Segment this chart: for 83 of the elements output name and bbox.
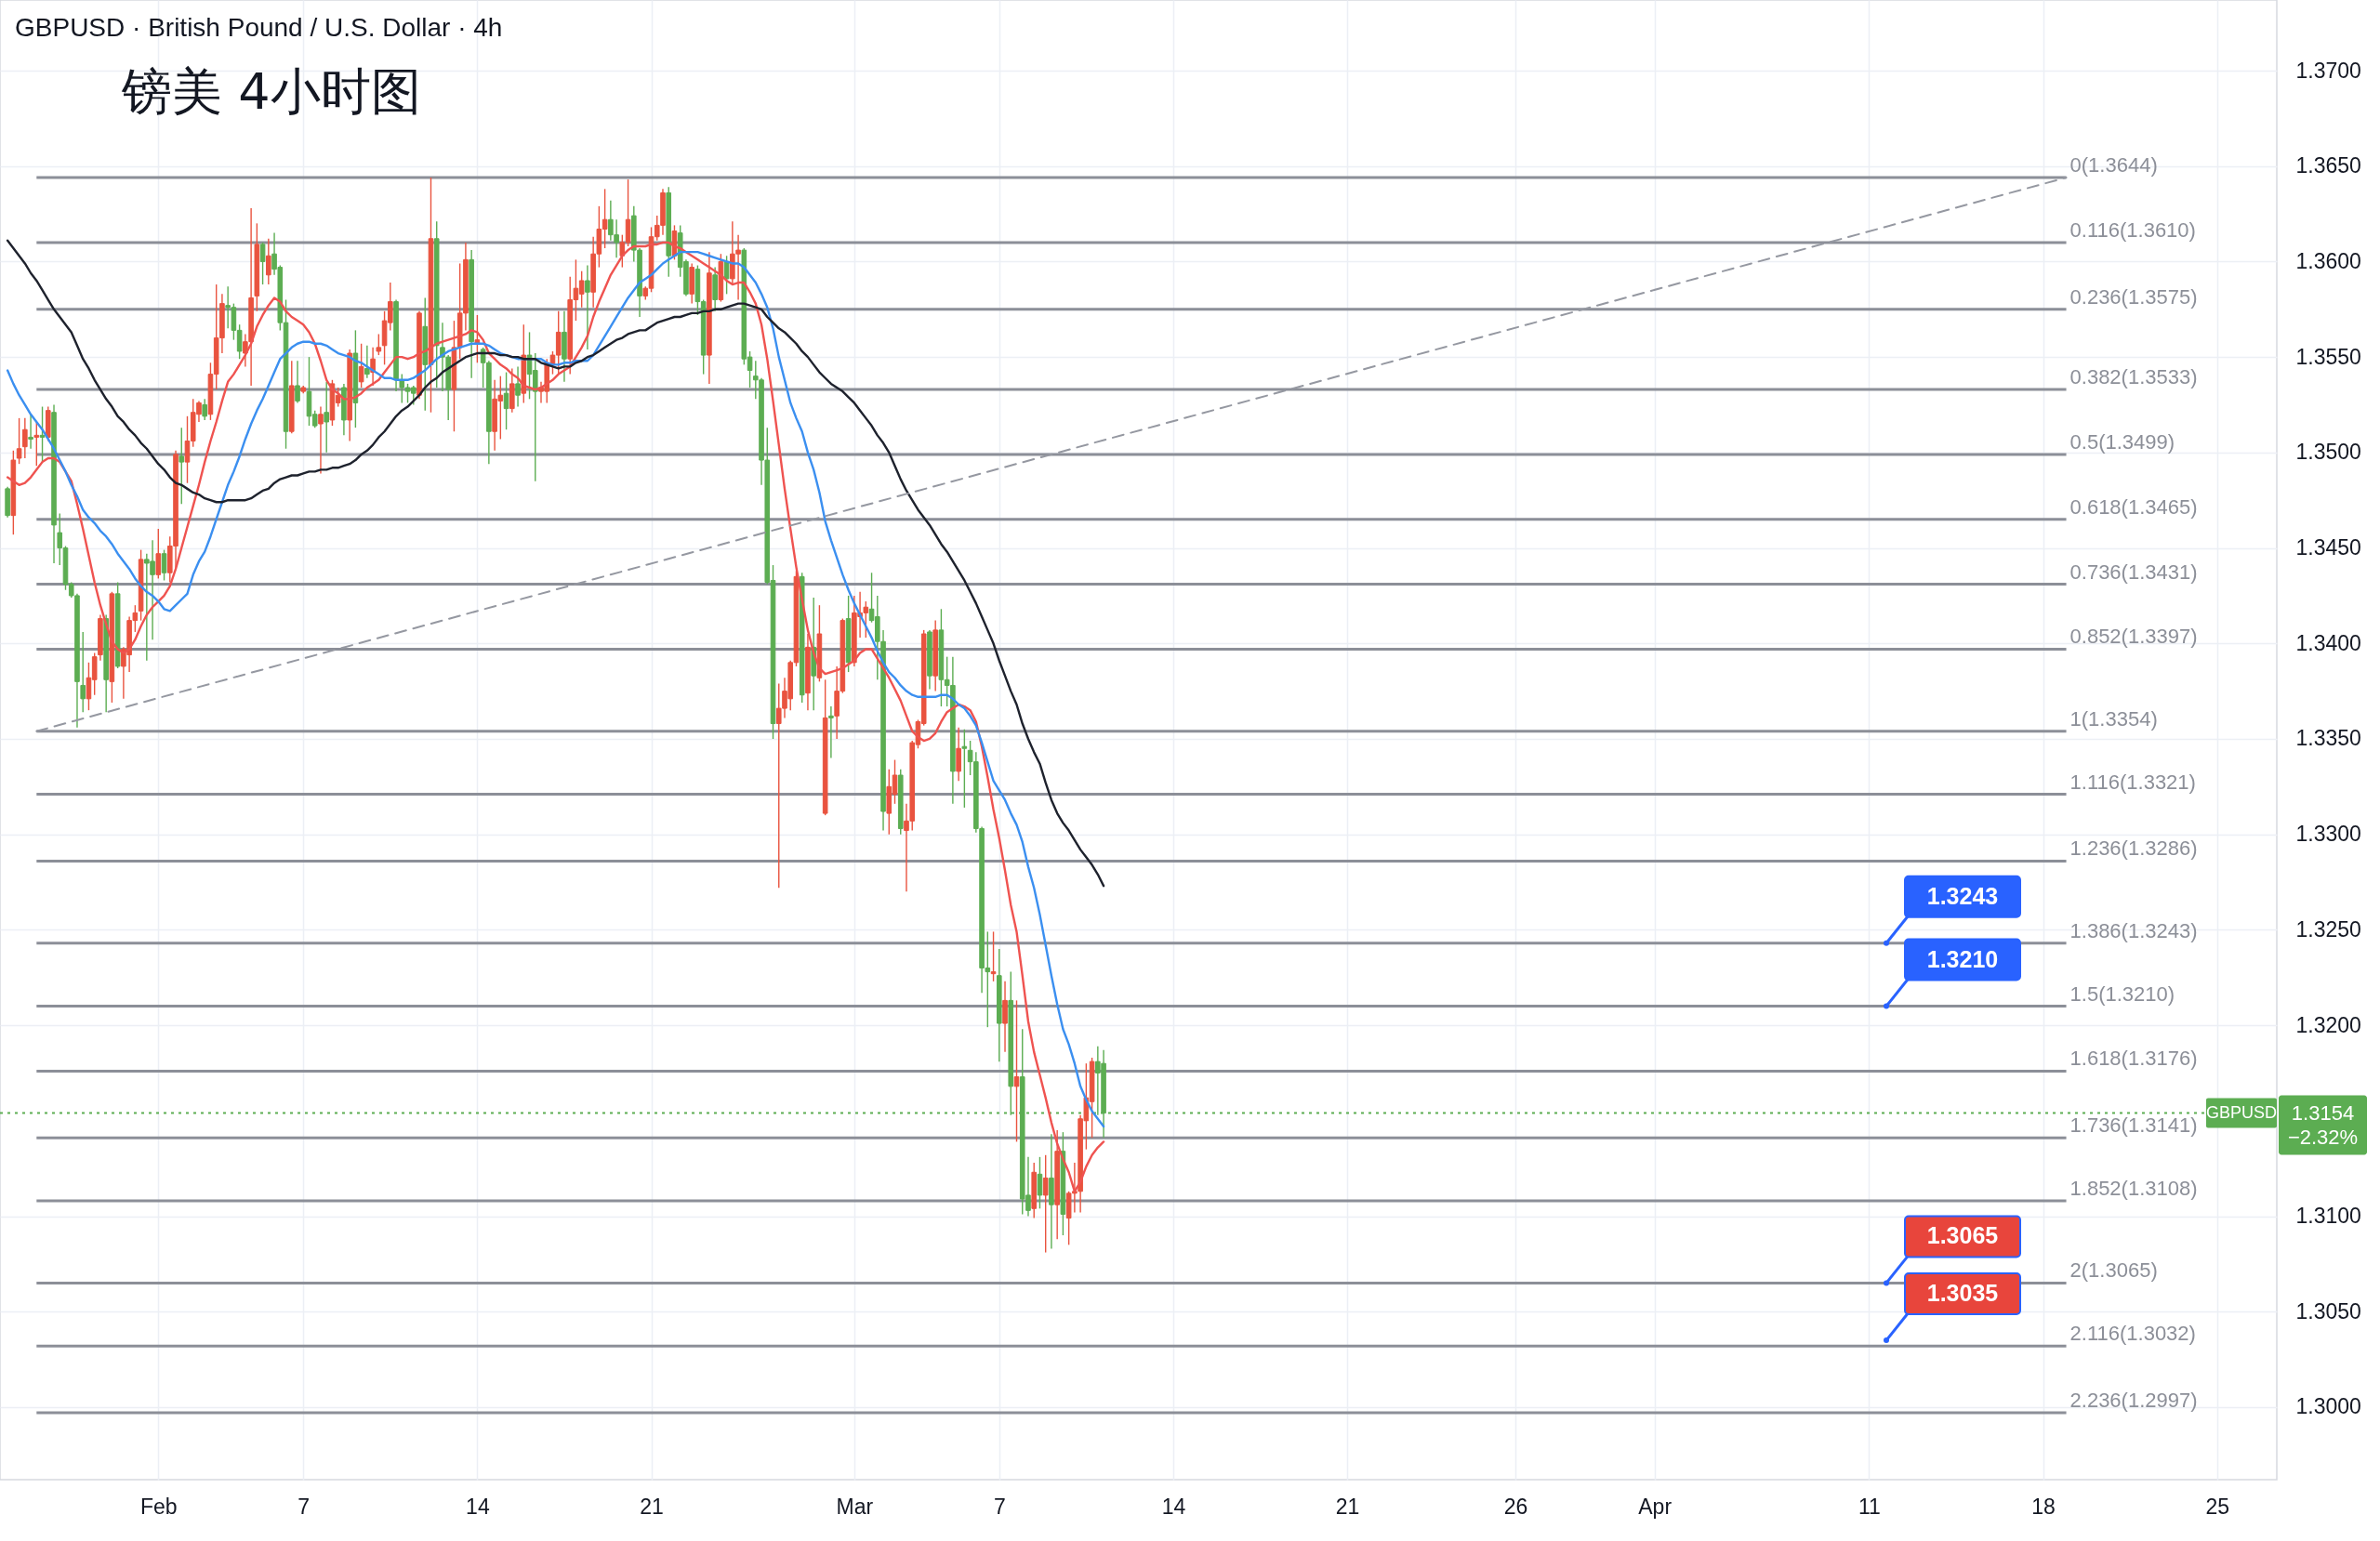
candlestick [358, 343, 364, 389]
candlestick [1042, 1154, 1049, 1254]
ref-line-label: 1(1.3354) [2069, 706, 2158, 731]
annotation: 1.3210 [1926, 945, 1999, 972]
ref-line-label: 0.618(1.3465) [2069, 494, 2198, 519]
y-tick-label: 1.3650 [2295, 153, 2361, 178]
ref-line-label: 1.618(1.3176) [2069, 1047, 2198, 1071]
x-tick-label: 21 [1335, 1494, 1360, 1519]
x-tick-label: 11 [1858, 1494, 1881, 1519]
x-tick-label: 14 [466, 1494, 490, 1519]
y-tick-label: 1.3400 [2295, 630, 2361, 655]
candlestick [266, 238, 271, 285]
x-tick-label: 26 [1503, 1494, 1528, 1519]
y-tick-label: 1.3100 [2295, 1204, 2361, 1229]
candlestick [259, 242, 266, 285]
y-tick-label: 1.3250 [2295, 916, 2361, 942]
candlestick [202, 398, 208, 421]
ref-line-label: 0.736(1.3431) [2069, 560, 2198, 584]
y-tick-label: 1.3350 [2295, 726, 2361, 751]
y-tick-label: 1.3050 [2295, 1298, 2361, 1324]
candlestick [39, 405, 46, 463]
line-series [6, 239, 1105, 888]
x-tick-label: 7 [298, 1494, 311, 1519]
y-tick-label: 1.3600 [2295, 248, 2361, 273]
y-tick-label: 1.3550 [2295, 344, 2361, 369]
annotation: 1.3243 [1926, 882, 1999, 909]
text: GBPUSD · British Pound / U.S. Dollar · 4h [15, 13, 503, 42]
candlestick [155, 528, 162, 580]
candlestick [178, 427, 185, 506]
text: 1.3154 [2291, 1100, 2355, 1125]
ref-line-label: 0.5(1.3499) [2069, 429, 2175, 454]
candlestick [364, 345, 370, 379]
x-tick-label: 7 [993, 1494, 1006, 1519]
candlestick [295, 360, 300, 404]
annotation: 镑美 4小时图 [121, 62, 421, 121]
candlestick [161, 548, 167, 582]
candlestick [1037, 1156, 1043, 1209]
x-tick-label: 21 [640, 1494, 664, 1519]
candlestick [318, 405, 324, 475]
ref-line-label: 1.5(1.3210) [2069, 981, 2175, 1006]
candlestick [376, 333, 382, 356]
y-tick-label: 1.3450 [2295, 535, 2361, 560]
ref-line-label: 0.236(1.3575) [2069, 284, 2198, 309]
candlestick [585, 264, 590, 350]
x-tick-label: Apr [1638, 1494, 1673, 1519]
x-tick-label: Mar [836, 1494, 874, 1519]
x-tick-label: 18 [2031, 1494, 2056, 1519]
ref-line-label: 1.116(1.3321) [2069, 770, 2196, 794]
candlestick [515, 365, 521, 408]
x-tick-label: 14 [1161, 1494, 1186, 1519]
ref-line-label: 0.116(1.3610) [2069, 217, 2196, 242]
candlestick [961, 729, 968, 809]
ref-line-label: 0(1.3644) [2069, 153, 2158, 178]
ref-line-label: 2.116(1.3032) [2069, 1322, 2196, 1346]
text: −2.32% [2287, 1125, 2359, 1149]
x-tick-label: Feb [139, 1494, 178, 1519]
ref-line-label: 2.236(1.2997) [2069, 1389, 2198, 1413]
candlestick [22, 417, 28, 459]
candlestick [990, 930, 997, 982]
candlestick [16, 417, 22, 465]
candlestick [28, 414, 33, 450]
ref-line-label: 2(1.3065) [2069, 1258, 2158, 1283]
ref-line-label: 1.386(1.3243) [2069, 918, 2198, 942]
y-tick-label: 1.3700 [2295, 58, 2361, 83]
candlestick [324, 381, 329, 454]
candlestick [723, 255, 730, 296]
candlestick [503, 371, 509, 430]
candlestick [33, 421, 40, 467]
ref-line-label: 1.852(1.3108) [2069, 1177, 2198, 1201]
y-tick-label: 1.3300 [2295, 822, 2361, 847]
ref-line-label: 0.382(1.3533) [2069, 365, 2198, 389]
candlestick [828, 705, 834, 759]
ref-line-label: 1.736(1.3141) [2069, 1113, 2198, 1138]
x-tick-label: 25 [2205, 1494, 2230, 1519]
annotation: 1.3065 [1926, 1222, 1999, 1249]
ref-line-label: GBPUSD [2205, 1102, 2278, 1122]
y-tick-label: 1.3000 [2295, 1394, 2361, 1419]
candlestick [80, 631, 86, 713]
y-tick-label: 1.3500 [2295, 440, 2361, 465]
ref-line-label: 1.236(1.3286) [2069, 836, 2198, 861]
annotation: 1.3035 [1926, 1280, 1999, 1307]
y-tick-label: 1.3200 [2295, 1012, 2361, 1037]
ref-line-label: 0.852(1.3397) [2069, 625, 2198, 649]
